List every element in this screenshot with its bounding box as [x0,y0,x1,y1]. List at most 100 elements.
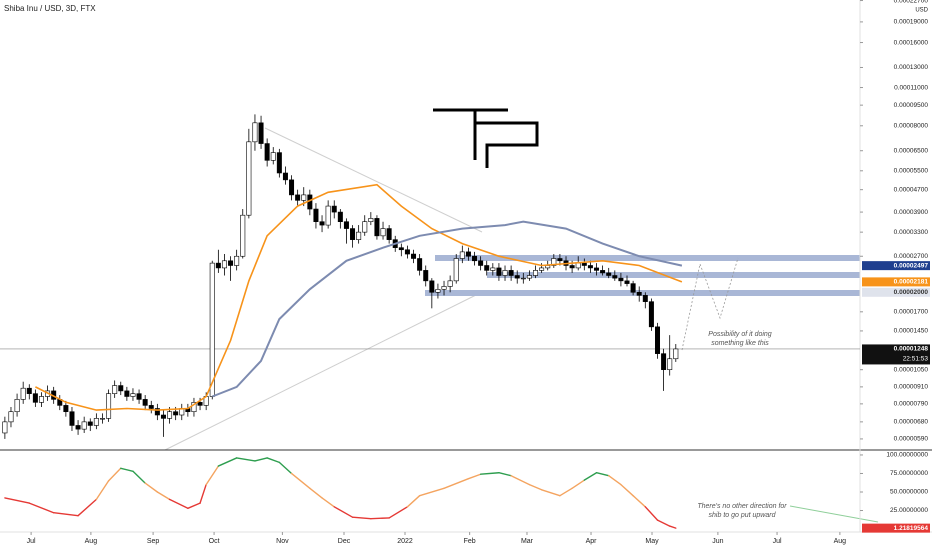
candle-body [484,265,490,271]
candle-body [667,358,673,370]
candle-body [69,411,75,426]
candle-body [655,326,661,354]
candle-body [160,414,166,419]
oscillator-segment [278,461,293,475]
candle-body [557,258,563,262]
price-badge-label: 0.00002497 [894,262,929,269]
candle-body [20,387,26,400]
candle-body [533,270,539,276]
oscillator-segment [656,519,671,527]
y-tick-label: 0.00000590 [894,436,929,443]
candle-body [447,280,453,287]
candle-body [386,228,392,240]
y-tick-label: 0.00016000 [894,39,929,46]
y-tick-label: 0.00011000 [894,84,928,91]
candle-body [459,251,465,259]
candle-body [93,418,99,426]
candle-body [289,179,295,196]
oscillator-segment [608,475,622,486]
candle-body [337,211,343,222]
annotation: Possibility of it doing something like t… [708,331,772,347]
oscillator-segment [406,495,421,508]
y-tick-label: 50.00000000 [890,489,928,496]
candle-body [142,399,148,406]
candle-body [173,411,179,416]
oscillator-segment [120,467,134,472]
candle-body [453,258,459,282]
candle-body [356,231,362,240]
oscillator-segment [632,495,647,508]
candle-body [380,228,386,237]
price-badge-label: 0.00002181 [894,279,929,286]
x-tick-label: Nov [276,538,289,545]
oscillator-segment [217,457,238,467]
oscillator-segment [571,479,586,489]
candle-body [228,260,234,266]
candle-body [295,194,301,201]
y-tick-label: 0.00001050 [894,366,929,373]
oscillator-segment [388,506,409,519]
y-tick-label: 100.00000000 [886,452,928,459]
y-tick-label: 0.00002700 [894,253,929,260]
candle-body [14,399,20,413]
oscillator-segment [235,457,256,462]
candle-body [661,353,667,370]
candle-body [81,421,87,430]
candle-body [112,385,118,394]
oscillator-segment [644,506,659,521]
candle-body [374,218,380,237]
candle-body [465,251,471,257]
candle-body [130,393,136,397]
candle-body [368,218,374,222]
candle-body [319,221,325,226]
oscillator-segment [443,477,470,489]
candle-body [514,275,520,279]
oscillator-segment [254,457,268,462]
y-tick-label: 75.00000000 [890,470,928,477]
y-tick-label: 25.00000000 [890,507,928,514]
candle-body [636,291,642,296]
oscillator-segment [498,472,512,477]
candle-body [313,208,319,222]
candle-body [124,390,130,397]
oscillator-segment [132,470,146,484]
y-tick-label: 0.00005500 [894,168,929,175]
candle-body [606,272,612,276]
x-tick-label: Oct [209,538,220,545]
price-badge [862,344,930,365]
zone [425,290,860,296]
candle-body [282,172,288,181]
candle-body [630,283,636,293]
candle-body [276,152,282,174]
oscillator-segment [205,465,220,486]
value-badge [862,523,930,533]
zone [487,272,860,278]
annotation: There's no other direction for shib to g… [697,503,787,519]
candle-body [191,402,197,413]
candle-body [429,280,435,293]
candle-body [551,258,557,266]
x-tick-label: Dec [338,538,351,545]
oscillator-segment [583,472,598,481]
candle-body [526,275,532,279]
candle-body [325,205,331,226]
candle-body [404,249,410,255]
x-tick-label: May [645,538,659,545]
oscillator-segment [595,472,610,477]
candle-body [8,411,14,423]
candle-body [472,255,478,262]
candle-body [502,270,508,276]
candle-body [118,385,124,392]
logo [433,108,539,168]
y-tick-label: 0.00019000 [894,19,929,26]
candle-body [520,277,526,280]
oscillator-segment [107,467,122,482]
moving-average [211,220,683,398]
y-tick-label: 0.00004700 [894,186,929,193]
x-tick-label: Apr [586,538,598,545]
candle-body [642,295,648,302]
x-tick-label: Jul [27,538,36,545]
candle-body [136,393,142,400]
oscillator-segment [266,457,281,464]
